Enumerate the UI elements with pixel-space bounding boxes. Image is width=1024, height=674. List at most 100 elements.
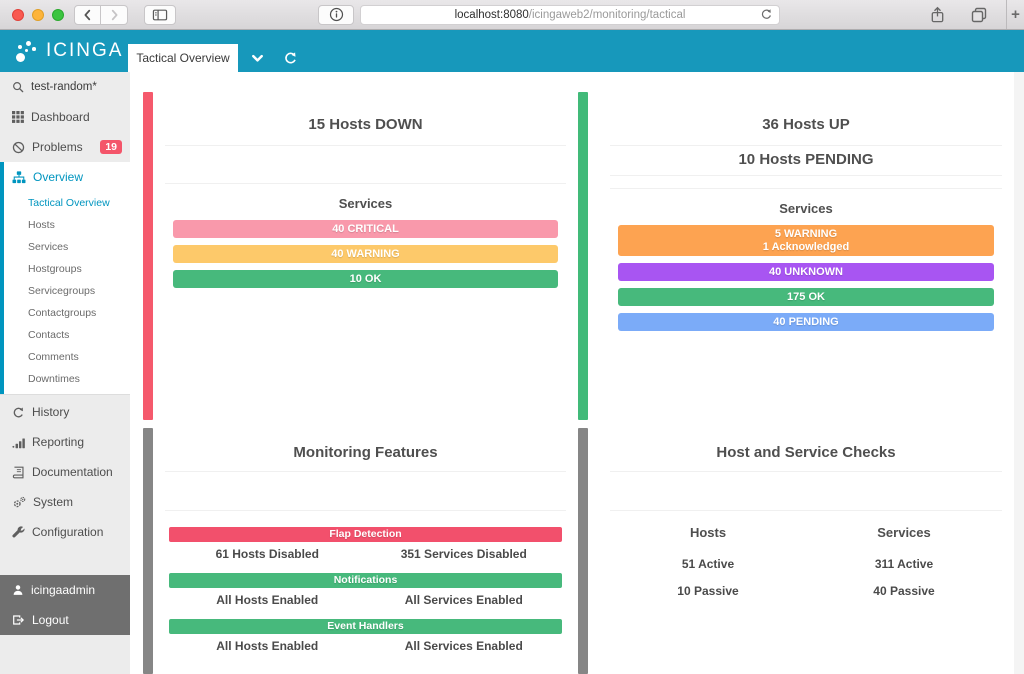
feature-hosts-status[interactable]: 61 Hosts Disabled — [215, 547, 319, 561]
hosts-up-title[interactable]: 36 Hosts UP — [610, 92, 1002, 146]
features-left-edge — [143, 428, 153, 674]
hosts-pending-title[interactable]: 10 Hosts PENDING — [610, 146, 1002, 176]
sidebar-item-configuration[interactable]: Configuration — [0, 517, 130, 547]
zoom-window-button[interactable] — [52, 8, 64, 21]
minimize-window-button[interactable] — [32, 8, 44, 21]
forward-button[interactable] — [101, 4, 128, 25]
check-passive-count[interactable]: 40 Passive — [873, 584, 935, 598]
state-bar-label: 40 PENDING — [773, 315, 839, 328]
sidebar-item-reporting[interactable]: Reporting — [0, 427, 130, 457]
empty-state-row — [165, 472, 566, 511]
sidebar-subitem[interactable]: Servicegroups — [28, 285, 96, 297]
sign-out-icon — [12, 614, 25, 626]
window-controls — [12, 8, 64, 21]
service-state-bar[interactable]: 40 PENDING — [618, 313, 994, 331]
state-bar-label: 5 WARNING — [774, 227, 838, 240]
user-icon — [12, 584, 24, 596]
sidebar-item-overview[interactable]: Overview — [4, 162, 130, 192]
icinga-logo[interactable]: ICINGA — [14, 37, 123, 65]
sidebar-subitem[interactable]: Tactical Overview — [28, 197, 110, 209]
tab-overview-button[interactable] — [964, 5, 994, 25]
feature-bar[interactable]: Notifications — [169, 573, 562, 588]
share-button[interactable] — [922, 5, 952, 25]
sidebar-subitem[interactable]: Hosts — [28, 219, 55, 231]
sidebar-toggle-button[interactable] — [144, 4, 176, 25]
sidebar-item-logout[interactable]: Logout — [0, 605, 130, 635]
service-state-bar[interactable]: 5 WARNING 1 Acknowledged — [618, 225, 994, 256]
bar-chart-icon — [12, 436, 25, 449]
sidebar-subitem[interactable]: Comments — [28, 351, 79, 363]
service-state-bar[interactable]: 40 UNKNOWN — [618, 263, 994, 281]
tab-tactical-overview[interactable]: Tactical Overview — [128, 44, 238, 72]
feature-hosts-status[interactable]: All Hosts Enabled — [216, 593, 319, 607]
sidebar-secondary-nav: History Reporting Documentation — [0, 394, 130, 547]
content-refresh-button[interactable] — [276, 44, 304, 72]
sidebar-item-system[interactable]: System — [0, 487, 130, 517]
tab-label: Tactical Overview — [136, 51, 230, 65]
service-state-bar[interactable]: 40 CRITICAL — [173, 220, 558, 238]
panel-monitoring-features: Monitoring Features Flap Detection 61 Ho… — [143, 428, 588, 674]
checks-title: Host and Service Checks — [610, 428, 1002, 472]
check-column: Services 311 Active 40 Passive — [806, 525, 1002, 598]
hosts-up-service-bars: 5 WARNING 1 Acknowledged 40 UNKNOWN 175 … — [618, 225, 994, 331]
sidebar-subitem[interactable]: Contactgroups — [28, 307, 97, 319]
hosts-down-left-edge — [143, 92, 153, 420]
feature-services-status[interactable]: All Services Enabled — [404, 593, 523, 607]
wrench-icon — [12, 525, 25, 539]
sidebar-subitem[interactable]: Downtimes — [28, 373, 80, 385]
service-state-bar[interactable]: 10 OK — [173, 270, 558, 288]
feature-hosts-status[interactable]: All Hosts Enabled — [216, 639, 319, 653]
check-column-title: Services — [877, 525, 931, 540]
forward-chevron-icon — [111, 9, 118, 20]
hosts-down-title[interactable]: 15 Hosts DOWN — [165, 92, 566, 146]
tab-dropdown-button[interactable] — [243, 44, 271, 72]
sidebar-item-user[interactable]: icingaadmin — [0, 575, 130, 605]
sidebar-item-label: History — [32, 405, 70, 419]
sidebar-item-label: System — [33, 495, 74, 509]
feature-services-status[interactable]: 351 Services Disabled — [400, 547, 527, 561]
history-icon — [12, 406, 25, 419]
sidebar-item-documentation[interactable]: Documentation — [0, 457, 130, 487]
scrollbar-track[interactable] — [1014, 72, 1024, 674]
service-state-bar[interactable]: 175 OK — [618, 288, 994, 306]
check-active-count[interactable]: 311 Active — [874, 557, 934, 571]
sidebar-subitem[interactable]: Contacts — [28, 329, 70, 341]
sidebar-item-problems[interactable]: Problems 19 — [0, 132, 130, 162]
sidebar-item-label: Documentation — [32, 465, 113, 479]
service-state-bar[interactable]: 40 WARNING — [173, 245, 558, 263]
page-info-button[interactable] — [318, 4, 354, 25]
new-tab-button[interactable]: + — [1006, 0, 1024, 29]
state-bar-label: 40 WARNING — [331, 247, 400, 260]
check-columns: Hosts 51 Active 10 Passive Services 311 … — [610, 525, 1002, 598]
main-content: 15 Hosts DOWN Services 40 CRITICAL 40 WA… — [130, 72, 1024, 674]
sidebar-subitem[interactable]: Services — [28, 241, 69, 253]
gears-icon — [12, 496, 26, 509]
chevron-down-icon — [251, 54, 263, 62]
icinga-logo-dots-icon — [14, 38, 40, 64]
tabs-icon — [971, 7, 987, 22]
check-passive-count[interactable]: 10 Passive — [677, 584, 739, 598]
sidebar-item-history[interactable]: History — [0, 397, 130, 427]
reload-button[interactable] — [760, 8, 773, 21]
sidebar-subitem[interactable]: Hostgroups — [28, 263, 82, 275]
address-bar[interactable]: localhost:8080/icingaweb2/monitoring/tac… — [360, 4, 780, 25]
check-column: Hosts 51 Active 10 Passive — [610, 525, 806, 598]
feature-services-status[interactable]: All Services Enabled — [404, 639, 523, 653]
sidebar-item-dashboard[interactable]: Dashboard — [0, 102, 130, 132]
sidebar-item-label: Problems — [32, 140, 83, 154]
book-icon — [12, 466, 25, 479]
reload-icon — [761, 8, 771, 19]
close-window-button[interactable] — [12, 8, 24, 21]
sidebar-item-label: Overview — [33, 170, 84, 184]
sidebar-item-label: icingaadmin — [31, 583, 96, 597]
feature-bar[interactable]: Event Handlers — [169, 619, 562, 634]
feature-rows: Flap Detection 61 Hosts Disabled 351 Ser… — [165, 527, 566, 659]
sidebar-item-label: Logout — [32, 613, 69, 627]
check-active-count[interactable]: 51 Active — [681, 557, 735, 571]
app-header: ICINGA Tactical Overview — [0, 30, 1024, 72]
feature-bar[interactable]: Flap Detection — [169, 527, 562, 542]
search-input[interactable]: test-random* — [0, 72, 130, 102]
back-chevron-icon — [84, 9, 90, 20]
empty-state-row — [610, 176, 1002, 189]
back-button[interactable] — [74, 4, 101, 25]
